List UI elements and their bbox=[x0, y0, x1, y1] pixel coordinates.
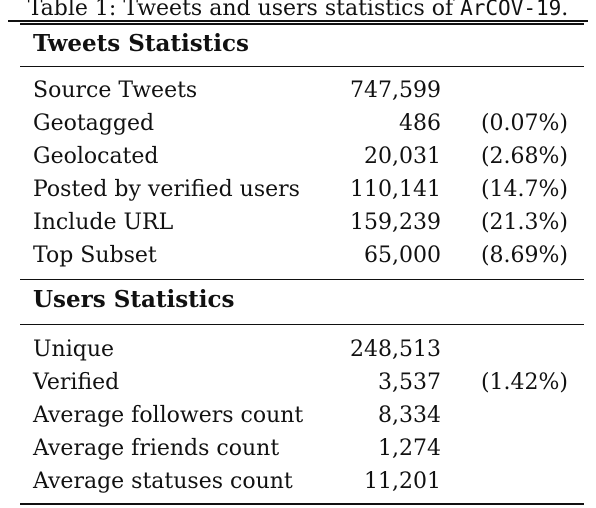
row-percentage: (2.68%) bbox=[480, 144, 568, 169]
table-row: Average followers count 8,334 bbox=[0, 399, 596, 432]
row-value: 159,239 bbox=[350, 210, 441, 235]
caption-rule bbox=[8, 20, 588, 22]
row-label: Posted by verified users bbox=[33, 177, 300, 202]
table-row: Average statuses count 11,201 bbox=[0, 465, 596, 498]
row-percentage: (1.42%) bbox=[480, 370, 568, 395]
table-row: Include URL 159,239 (21.3%) bbox=[0, 206, 596, 239]
table-bottom-rule bbox=[20, 503, 584, 505]
users-header-rule bbox=[20, 324, 584, 325]
row-value: 486 bbox=[399, 111, 441, 136]
caption-prefix: Table 1: Tweets and users statistics of bbox=[27, 0, 461, 21]
users-section-title: Users Statistics bbox=[33, 286, 235, 313]
section-divider-rule bbox=[20, 279, 584, 280]
row-percentage: (0.07%) bbox=[480, 111, 568, 136]
table-row: Top Subset 65,000 (8.69%) bbox=[0, 239, 596, 272]
row-value: 20,031 bbox=[364, 144, 441, 169]
row-value: 747,599 bbox=[350, 78, 441, 103]
row-value: 248,513 bbox=[350, 337, 441, 362]
caption-suffix: . bbox=[561, 0, 569, 21]
table-row: Posted by verified users 110,141 (14.7%) bbox=[0, 173, 596, 206]
row-label: Average statuses count bbox=[33, 469, 293, 494]
table-row: Average friends count 1,274 bbox=[0, 432, 596, 465]
row-label: Source Tweets bbox=[33, 78, 198, 103]
row-label: Include URL bbox=[33, 210, 174, 235]
table-row: Geolocated 20,031 (2.68%) bbox=[0, 140, 596, 173]
row-percentage: (8.69%) bbox=[480, 243, 568, 268]
table-caption: Table 1: Tweets and users statistics of … bbox=[0, 0, 596, 23]
row-label: Unique bbox=[33, 337, 115, 362]
row-value: 11,201 bbox=[364, 469, 441, 494]
row-value: 8,334 bbox=[378, 403, 441, 428]
table-row: Source Tweets 747,599 bbox=[0, 74, 596, 107]
table-row: Unique 248,513 bbox=[0, 333, 596, 366]
row-label: Verified bbox=[33, 370, 120, 395]
row-value: 3,537 bbox=[378, 370, 441, 395]
row-label: Geolocated bbox=[33, 144, 159, 169]
tweets-section-title: Tweets Statistics bbox=[33, 30, 249, 57]
table-row: Geotagged 486 (0.07%) bbox=[0, 107, 596, 140]
row-label: Average followers count bbox=[33, 403, 304, 428]
row-percentage: (21.3%) bbox=[480, 210, 568, 235]
caption-dataset-name: ArCOV-19 bbox=[460, 0, 562, 20]
row-label: Average friends count bbox=[33, 436, 280, 461]
table-top-rule bbox=[20, 23, 584, 25]
row-label: Geotagged bbox=[33, 111, 155, 136]
tweets-header-rule bbox=[20, 66, 584, 67]
row-label: Top Subset bbox=[33, 243, 157, 268]
row-value: 110,141 bbox=[350, 177, 441, 202]
row-value: 1,274 bbox=[378, 436, 441, 461]
row-value: 65,000 bbox=[364, 243, 441, 268]
row-percentage: (14.7%) bbox=[480, 177, 568, 202]
table-row: Verified 3,537 (1.42%) bbox=[0, 366, 596, 399]
